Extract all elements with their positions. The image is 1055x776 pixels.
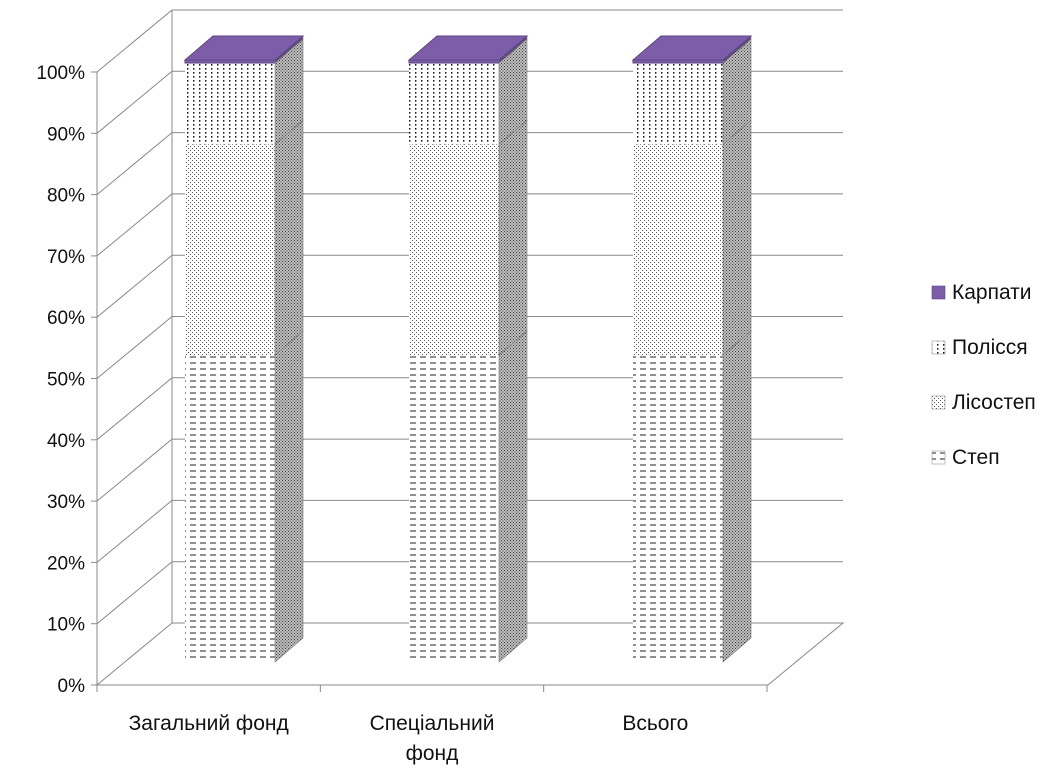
x-tick-label: Всього [622,712,688,735]
legend-swatch [931,285,946,300]
y-axis: 0% 10% 20% 30% 40% 50% 60% 70% 80% 90% 100% [36,63,97,697]
bar-segment [633,354,723,662]
gridline-side [96,254,173,318]
gridline-side [96,70,173,134]
legend: Карпати Полісся Лісостеп Степ [931,281,1036,469]
bar-segment-side [274,330,304,663]
bar-segment [185,63,275,145]
y-tick-label: 70% [47,247,85,268]
gridline-side [96,316,173,379]
bar-segment-side [722,119,752,356]
gridline-side [96,132,173,195]
y-tick-label: 10% [47,615,85,636]
y-tick-label: 40% [47,431,85,452]
y-tick-label: 20% [47,553,85,574]
bar-segment [409,63,499,145]
y-tick-label: 100% [36,63,85,84]
bar-segment-side [498,119,528,356]
legend-label: Карпати [952,281,1032,304]
bar-top [631,35,753,61]
gridline-side [96,9,173,73]
y-tick-label: 60% [47,308,85,329]
bar-segment [409,354,499,662]
gridline-side [96,561,173,625]
y-tick-label: 50% [47,370,85,391]
y-tick-label: 0% [58,676,86,697]
bar-segment-side [274,119,304,356]
bar-segment [409,144,499,355]
x-tick-label: фонд [406,742,459,765]
bar-segment [633,63,723,145]
legend-label: Лісостеп [952,391,1036,414]
gridline-side [96,193,173,257]
gridline-side [96,438,173,502]
bar-segment [185,144,275,355]
legend-swatch [931,450,946,465]
bar-segment-side [498,330,528,663]
bars [183,35,753,663]
y-tick-label: 80% [47,186,85,207]
x-tick-label: Спеціальний [370,712,495,735]
gridline-side [96,500,173,563]
x-tick-label: Загальний фонд [129,712,289,735]
y-tick-label: 90% [47,124,85,145]
bar-top [183,35,305,61]
gridline-side [96,377,173,441]
y-tick-label: 30% [47,492,85,513]
bar-segment [633,144,723,355]
legend-swatch [931,395,946,410]
legend-label: Полісся [952,336,1028,359]
bar-segment-side [722,330,752,663]
bar-segment [185,354,275,662]
legend-swatch [931,340,946,355]
bar-top [407,35,529,61]
x-axis: Загальний фонд Спеціальний фонд Всього [96,684,768,765]
legend-label: Степ [952,446,1000,469]
